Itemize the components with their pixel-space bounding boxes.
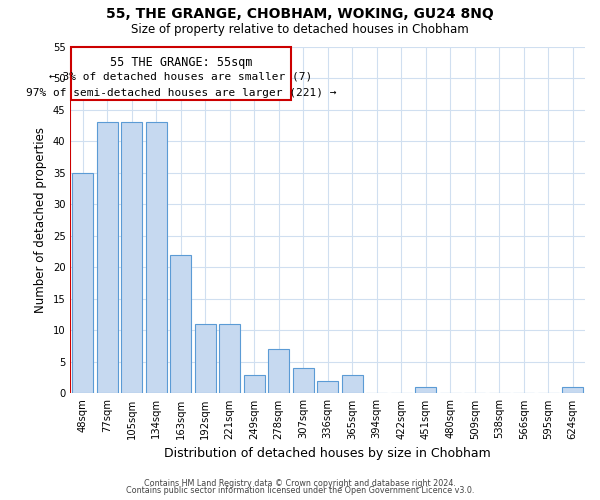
Text: Contains HM Land Registry data © Crown copyright and database right 2024.: Contains HM Land Registry data © Crown c… bbox=[144, 478, 456, 488]
Bar bbox=[146, 122, 167, 394]
Text: Contains public sector information licensed under the Open Government Licence v3: Contains public sector information licen… bbox=[126, 486, 474, 495]
Bar bbox=[562, 387, 583, 394]
Bar bbox=[97, 122, 118, 394]
Bar bbox=[342, 374, 362, 394]
Bar bbox=[219, 324, 240, 394]
Bar bbox=[268, 350, 289, 394]
Y-axis label: Number of detached properties: Number of detached properties bbox=[34, 127, 47, 313]
Text: 55 THE GRANGE: 55sqm: 55 THE GRANGE: 55sqm bbox=[110, 56, 252, 69]
X-axis label: Distribution of detached houses by size in Chobham: Distribution of detached houses by size … bbox=[164, 447, 491, 460]
Text: 55, THE GRANGE, CHOBHAM, WOKING, GU24 8NQ: 55, THE GRANGE, CHOBHAM, WOKING, GU24 8N… bbox=[106, 8, 494, 22]
Text: ← 3% of detached houses are smaller (7): ← 3% of detached houses are smaller (7) bbox=[49, 72, 313, 82]
Bar bbox=[317, 381, 338, 394]
Text: Size of property relative to detached houses in Chobham: Size of property relative to detached ho… bbox=[131, 22, 469, 36]
Text: 97% of semi-detached houses are larger (221) →: 97% of semi-detached houses are larger (… bbox=[26, 88, 336, 98]
Bar bbox=[170, 254, 191, 394]
FancyBboxPatch shape bbox=[71, 46, 291, 100]
Bar bbox=[72, 172, 93, 394]
Bar bbox=[195, 324, 215, 394]
Bar bbox=[293, 368, 314, 394]
Bar bbox=[415, 387, 436, 394]
Bar bbox=[121, 122, 142, 394]
Bar bbox=[244, 374, 265, 394]
